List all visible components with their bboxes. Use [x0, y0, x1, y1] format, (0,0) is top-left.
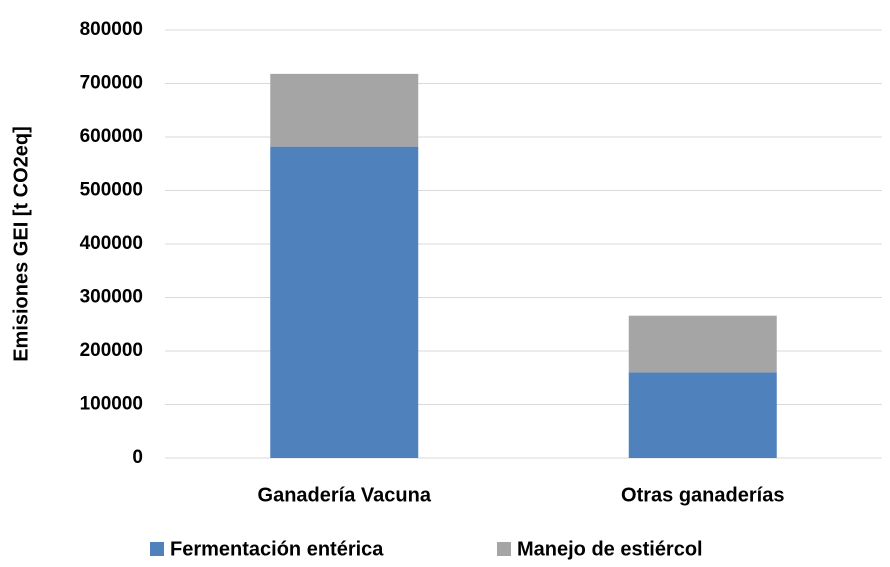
y-tick-label: 700000 [80, 73, 143, 94]
y-tick-label: 0 [132, 447, 143, 468]
bar-segment [270, 146, 419, 458]
legend-label: Fermentación entérica [170, 538, 384, 560]
y-tick-label: 600000 [80, 126, 143, 147]
y-tick-label: 200000 [80, 340, 143, 361]
x-tick-label: Ganadería Vacuna [258, 484, 432, 506]
bar-segment [628, 315, 777, 373]
y-tick-label: 400000 [80, 233, 143, 254]
legend-swatch [497, 542, 511, 556]
y-tick-label: 100000 [80, 394, 143, 415]
bar-segment [628, 372, 777, 458]
y-tick-label: 300000 [80, 287, 143, 308]
bar-segment [270, 73, 419, 147]
legend-swatch [150, 542, 164, 556]
x-tick-label: Otras ganaderías [621, 484, 784, 506]
y-tick-label: 500000 [80, 180, 143, 201]
y-axis-label: Emisiones GEI [t CO2eq] [10, 126, 32, 362]
legend-label: Manejo de estiércol [517, 538, 703, 560]
y-tick-label: 800000 [80, 19, 143, 40]
